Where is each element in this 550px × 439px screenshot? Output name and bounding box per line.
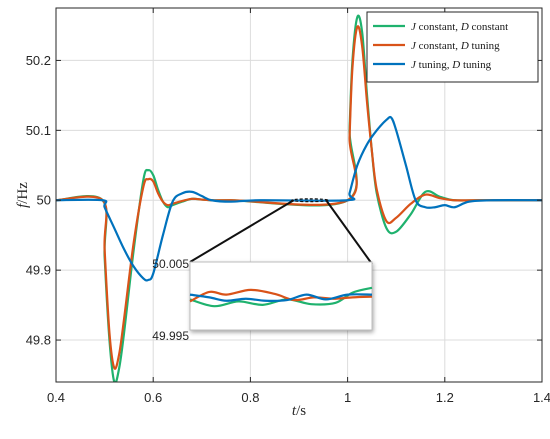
x-tick-label: 1.2 — [436, 390, 454, 405]
zoom-region-ellipse — [291, 198, 329, 203]
plot-area-frame — [55, 7, 543, 383]
legend-entry: J tuning, D tuning — [411, 59, 492, 71]
series-line — [56, 25, 542, 370]
x-tick-label: 1.4 — [533, 390, 550, 405]
tick-marks — [55, 8, 543, 382]
y-tick-label: 50 — [37, 193, 51, 208]
x-tick-label: 0.8 — [241, 390, 259, 405]
y-axis-label: f/Hz — [15, 182, 31, 208]
y-tick-label: 49.8 — [26, 333, 51, 348]
y-tick-label: 49.9 — [26, 263, 51, 278]
inset-series-line — [189, 288, 373, 303]
y-tick-label: 50.2 — [26, 53, 51, 68]
zoom-annotation — [189, 198, 373, 265]
inset-series-line — [189, 293, 373, 303]
inset-plot: 50.005 49.995 — [152, 257, 373, 343]
legend: J constant, D constant J constant, D tuni… — [366, 11, 539, 83]
x-tick-label: 0.6 — [144, 390, 162, 405]
inset-y-min-label: 49.995 — [152, 329, 189, 343]
y-tick-label: 50.1 — [26, 123, 51, 138]
zoom-connector-line — [325, 199, 373, 265]
inset-y-max-label: 50.005 — [152, 257, 189, 271]
zoom-connector-line — [189, 199, 295, 263]
series-group — [56, 14, 542, 382]
x-axis-label: t/s — [292, 403, 306, 419]
legend-entry: J constant, D tuning — [411, 40, 500, 52]
series-line — [56, 115, 542, 282]
legend-box — [366, 11, 539, 83]
x-tick-label: 0.4 — [47, 390, 65, 405]
x-tick-label: 1 — [344, 390, 351, 405]
tick-labels: 0.4 0.6 0.8 1 1.2 1.4 49.8 49.9 50 50.1 50.2 — [26, 53, 550, 405]
legend-entry: J constant, D constant — [411, 21, 508, 33]
